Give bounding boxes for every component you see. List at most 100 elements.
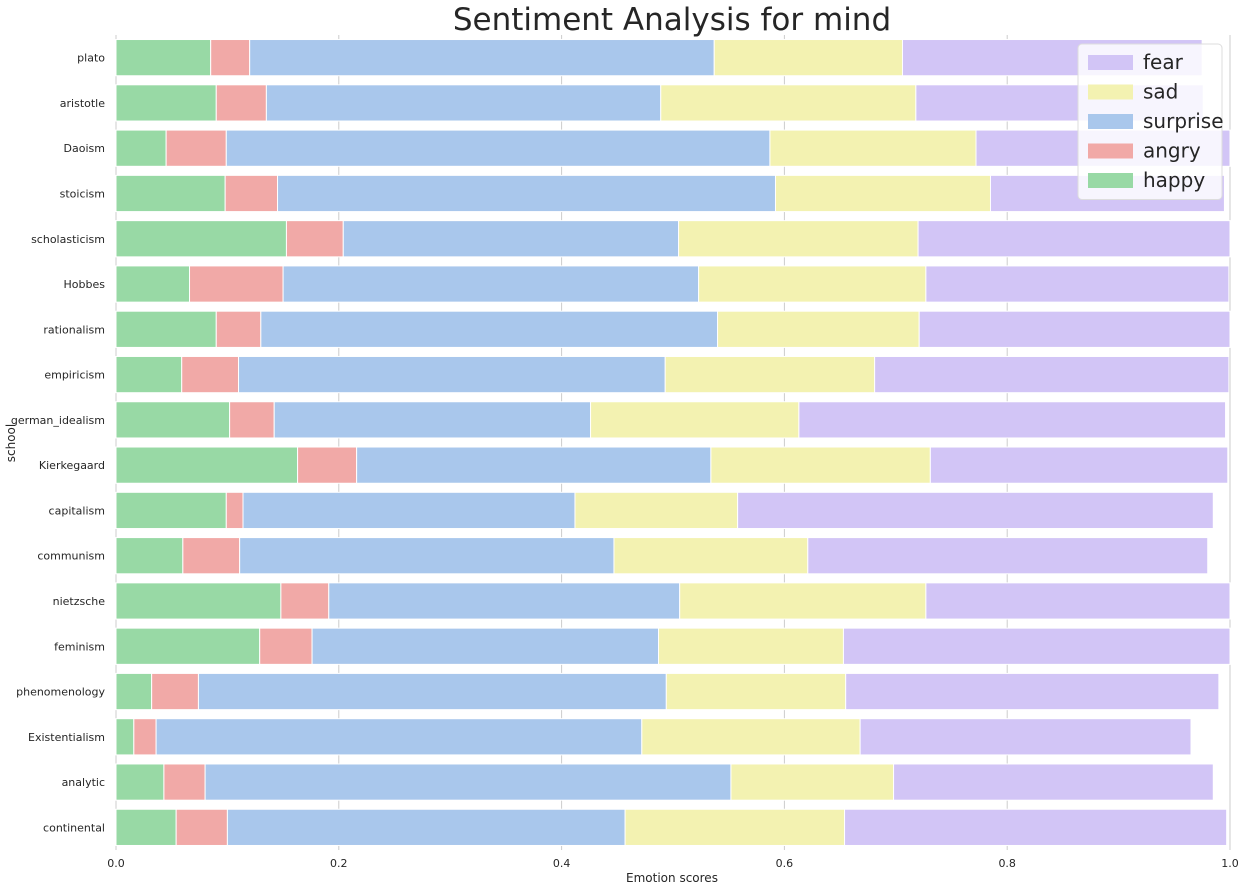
- bar-sad: [574, 491, 739, 530]
- bar-angry: [215, 310, 262, 348]
- bar-happy: [115, 763, 165, 801]
- bar-surprise: [155, 718, 643, 756]
- bar-angry: [163, 763, 206, 801]
- legend-frame: [1077, 43, 1223, 200]
- bar-fear: [929, 446, 1229, 484]
- y-tick-label: plato: [77, 52, 105, 65]
- bar-sad: [769, 129, 977, 167]
- bar-fear: [737, 491, 1214, 530]
- bar-sad: [658, 627, 844, 665]
- bar-sad: [774, 174, 991, 213]
- grid-layer: [115, 35, 1231, 850]
- bar-angry: [215, 84, 267, 122]
- bar-sad: [710, 446, 931, 484]
- bar-fear: [845, 672, 1220, 711]
- y-tick-label: aristotle: [60, 97, 105, 110]
- bar-angry: [210, 39, 251, 77]
- bar-surprise: [242, 491, 576, 530]
- bar-surprise: [282, 265, 700, 303]
- legend-label-surprise: surprise: [1143, 109, 1224, 133]
- bar-sad: [678, 220, 919, 258]
- y-tick-label: rationalism: [43, 323, 105, 336]
- bar-angry: [285, 220, 344, 258]
- bar-happy: [115, 672, 153, 711]
- bar-sad: [613, 537, 809, 575]
- bar-sad: [679, 582, 927, 620]
- bar-fear: [925, 265, 1230, 303]
- bar-surprise: [239, 537, 615, 575]
- bar-surprise: [204, 763, 732, 801]
- bar-surprise: [265, 84, 662, 122]
- bar-sad: [641, 718, 861, 756]
- bar-sad: [664, 355, 876, 394]
- legend-swatch-angry: [1088, 143, 1133, 159]
- bar-surprise: [277, 174, 776, 213]
- bar-fear: [807, 537, 1209, 575]
- legend-label-happy: happy: [1143, 168, 1205, 192]
- bar-sad: [665, 672, 847, 711]
- bar-surprise: [238, 355, 666, 394]
- bar-happy: [115, 808, 177, 846]
- y-tick-labels: plato aristotle Daoism stoicism scholasticis…: [11, 52, 106, 835]
- bar-happy: [115, 265, 191, 303]
- bar-angry: [165, 129, 227, 167]
- x-tick-label: 1.0: [1221, 857, 1239, 870]
- x-tick-label: 0.0: [107, 857, 125, 870]
- x-tick-label: 0.4: [553, 857, 571, 870]
- bar-fear: [918, 310, 1231, 348]
- bars-layer: [115, 39, 1231, 846]
- legend-swatch-surprise: [1088, 114, 1133, 129]
- bar-happy: [115, 718, 135, 756]
- bar-happy: [115, 84, 217, 122]
- bar-surprise: [260, 310, 719, 348]
- y-tick-label: german_idealism: [11, 414, 105, 427]
- bar-fear: [917, 220, 1231, 258]
- y-tick-label: communism: [37, 550, 105, 563]
- bar-surprise: [249, 39, 715, 77]
- bar-fear: [893, 763, 1214, 801]
- bar-sad: [713, 39, 903, 77]
- y-tick-label: continental: [43, 821, 105, 834]
- bar-happy: [115, 582, 282, 620]
- bar-sad: [590, 401, 800, 439]
- x-tick-label: 0.2: [330, 857, 348, 870]
- bar-happy: [115, 446, 299, 484]
- bar-angry: [280, 582, 330, 620]
- bar-angry: [229, 401, 275, 439]
- bar-sad: [717, 310, 920, 348]
- bar-sad: [660, 84, 917, 122]
- x-axis-title: Emotion scores: [626, 871, 718, 885]
- y-tick-label: capitalism: [49, 504, 105, 517]
- bar-angry: [225, 491, 244, 530]
- bar-angry: [181, 355, 240, 394]
- y-tick-label: Existentialism: [28, 731, 105, 744]
- bar-angry: [259, 627, 313, 665]
- bar-happy: [115, 627, 261, 665]
- bar-sad: [624, 808, 846, 846]
- legend-swatch-happy: [1088, 173, 1133, 188]
- bar-angry: [182, 537, 241, 575]
- bar-fear: [925, 582, 1231, 620]
- y-tick-label: Daoism: [64, 142, 105, 155]
- bar-happy: [115, 129, 167, 167]
- bar-surprise: [197, 672, 667, 711]
- bar-surprise: [225, 129, 771, 167]
- x-tick-label: 0.6: [776, 857, 794, 870]
- legend-label-sad: sad: [1143, 80, 1178, 104]
- bar-fear: [842, 627, 1231, 665]
- bar-happy: [115, 39, 212, 77]
- bar-sad: [698, 265, 927, 303]
- y-tick-label: phenomenology: [16, 686, 105, 699]
- bar-angry: [224, 174, 279, 213]
- bar-surprise: [311, 627, 660, 665]
- legend-label-angry: angry: [1143, 139, 1201, 163]
- legend-label-fear: fear: [1143, 50, 1184, 74]
- y-tick-label: nietzsche: [53, 595, 106, 608]
- bar-happy: [115, 355, 183, 394]
- chart-title: Sentiment Analysis for mind: [453, 2, 891, 38]
- y-tick-label: empiricism: [44, 369, 105, 382]
- bar-fear: [874, 355, 1230, 394]
- bar-surprise: [226, 808, 626, 846]
- bar-happy: [115, 491, 227, 530]
